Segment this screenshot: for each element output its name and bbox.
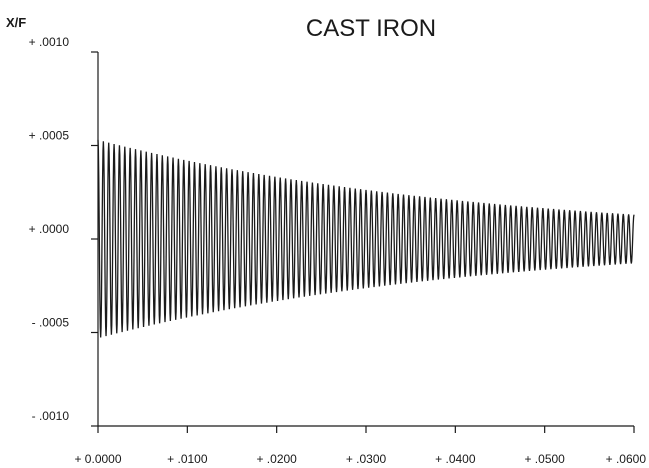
x-tick-label: + .0400 (435, 452, 476, 466)
waveform-series (97, 139, 635, 338)
chart-title: CAST IRON (306, 15, 436, 42)
plot-area (97, 52, 635, 427)
x-tick-label: + .0500 (524, 452, 565, 466)
x-tick-label: + .0200 (256, 452, 297, 466)
waveform-line (97, 139, 635, 338)
y-axis-ticks: + .0010 + .0005 + .0000 - .0005 - .0010 (29, 35, 98, 427)
y-tick-label: - .0005 (32, 316, 70, 330)
x-tick-label: + .0100 (167, 452, 208, 466)
y-tick-label: + .0000 (29, 222, 70, 236)
y-tick-label: + .0010 (29, 35, 70, 49)
y-tick-label: - .0010 (32, 409, 70, 423)
x-tick-label: + .0300 (346, 452, 387, 466)
x-tick-label: + .0600 (606, 452, 647, 466)
x-tick-label: + 0.0000 (74, 452, 121, 466)
y-axis-label: X/F (6, 15, 26, 30)
x-axis-ticks: + 0.0000 + .0100 + .0200 + .0300 + .0400 + .0… (74, 426, 646, 466)
y-tick-label: + .0005 (29, 129, 70, 143)
